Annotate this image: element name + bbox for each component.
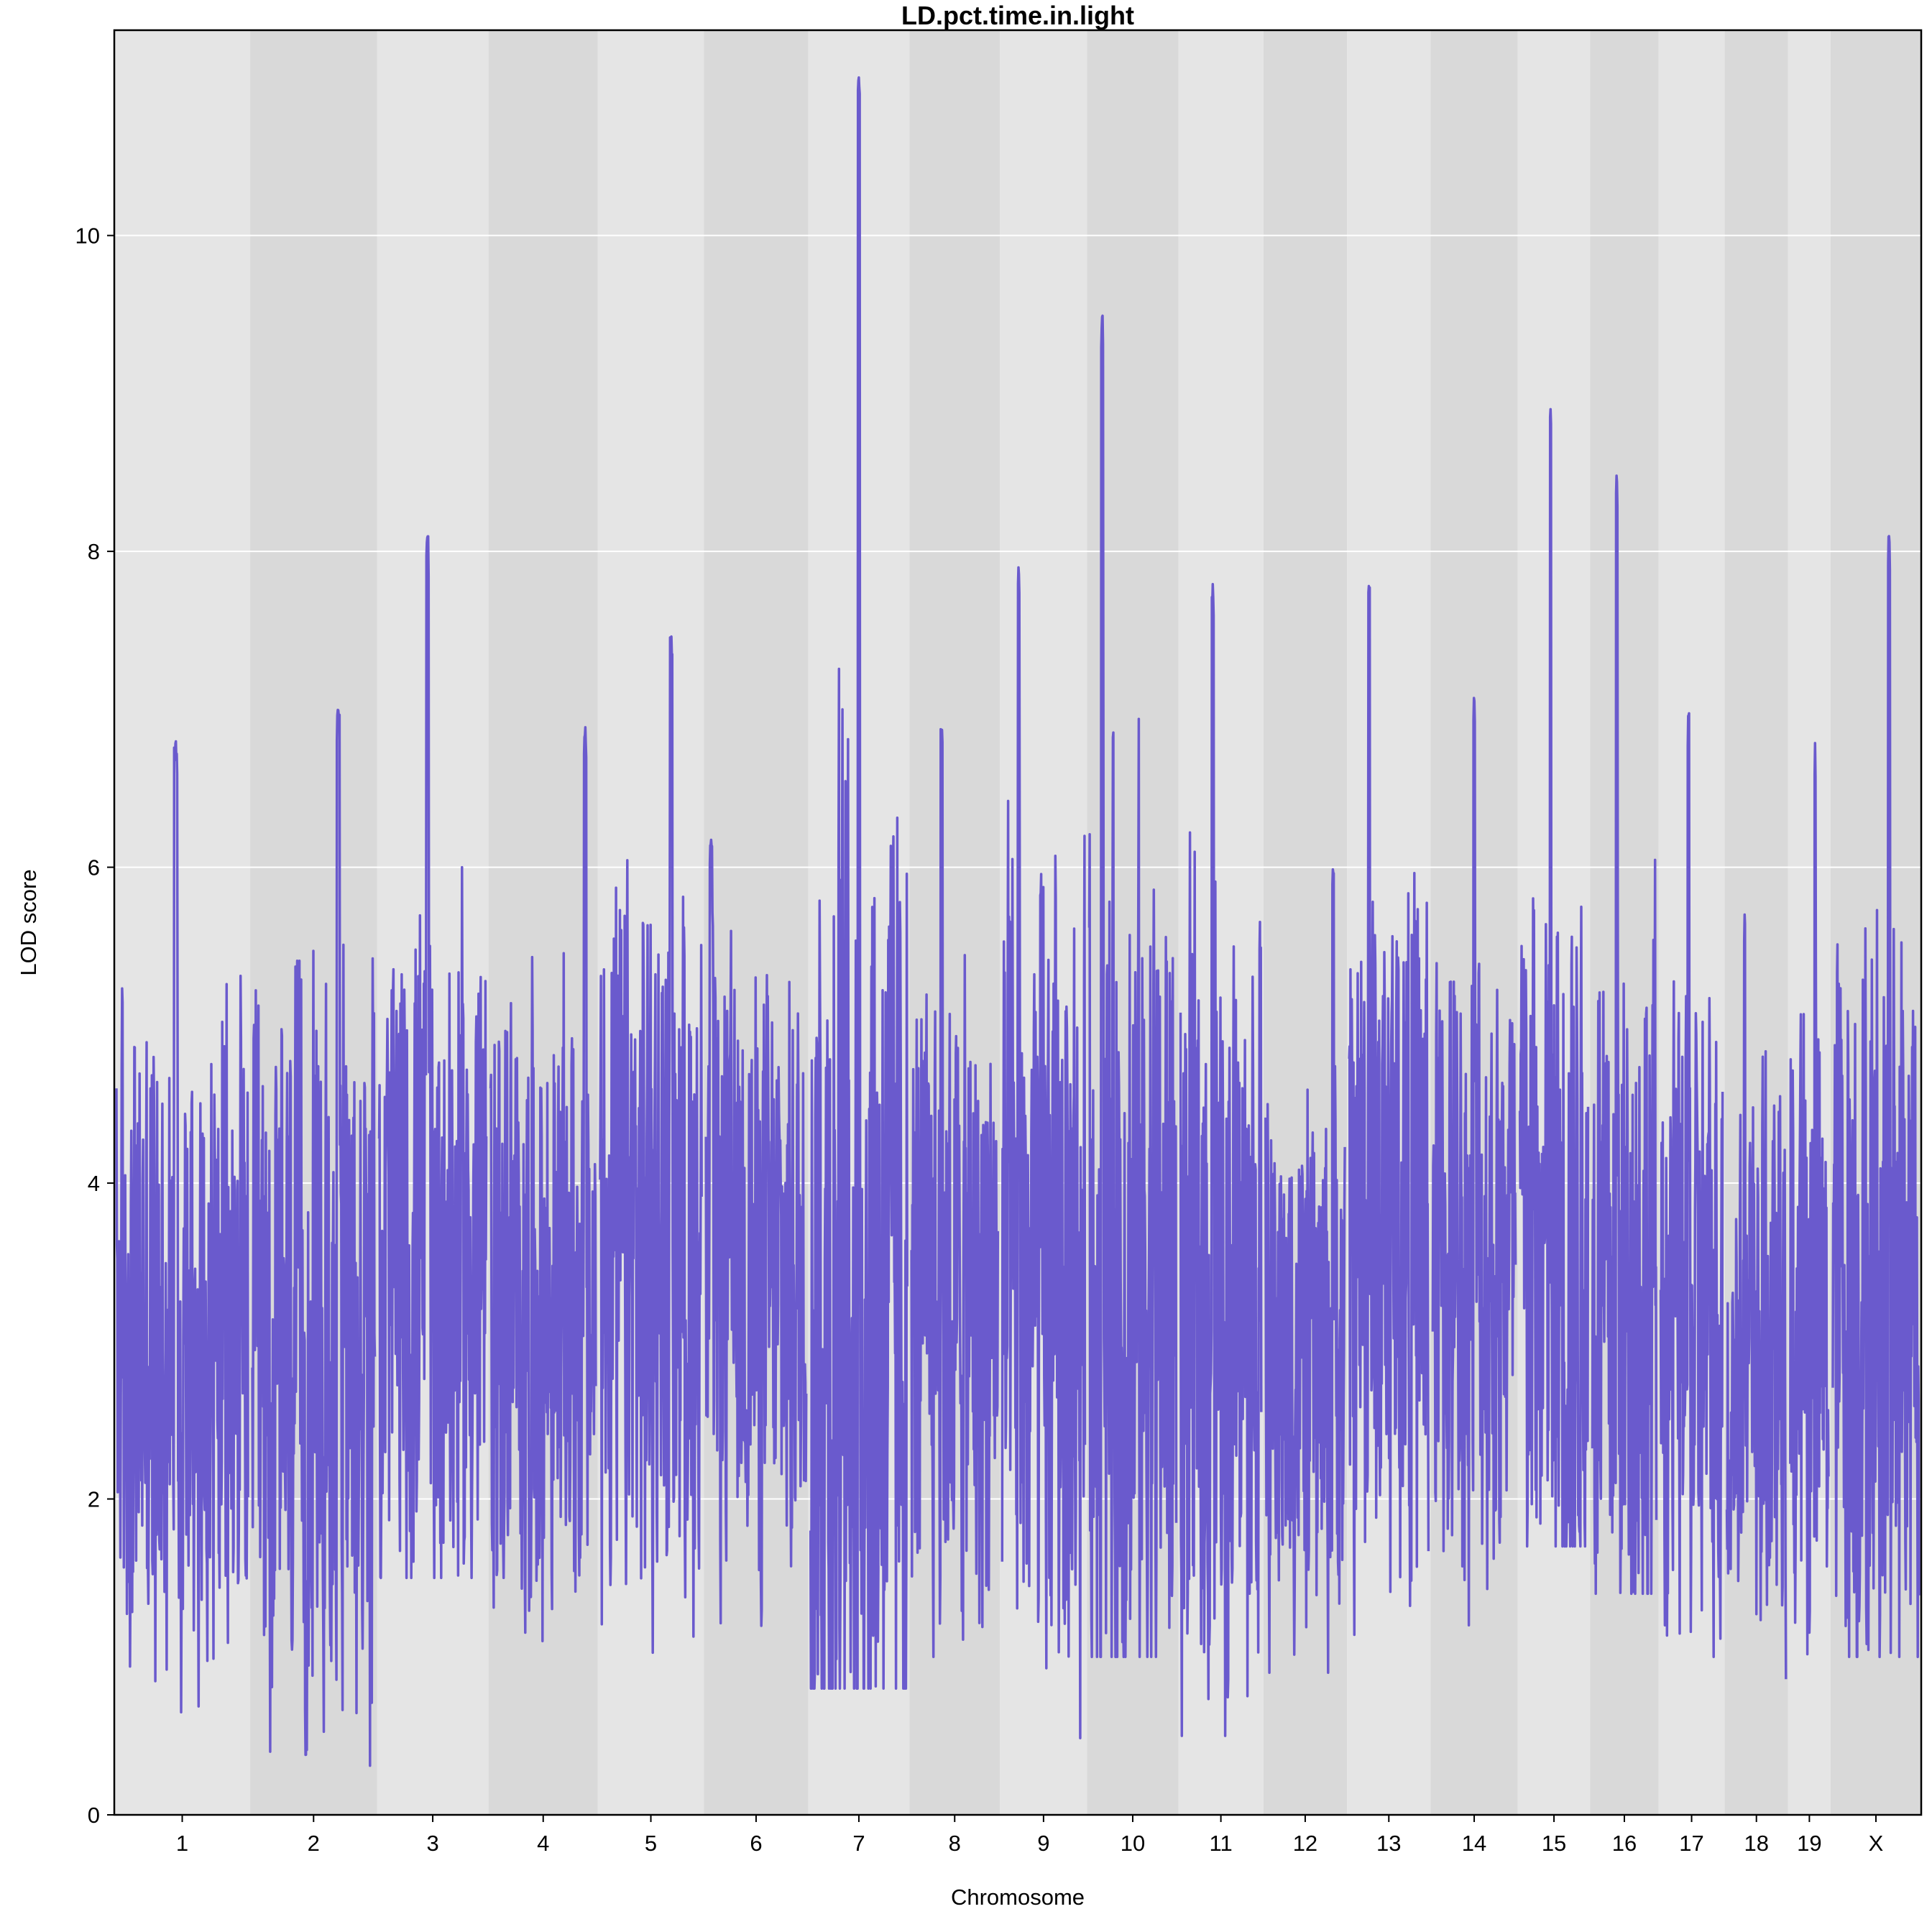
y-axis-label: LOD score <box>16 869 41 975</box>
y-tick-label: 0 <box>88 1803 100 1828</box>
lod-curve-chr-8 <box>910 727 1000 1659</box>
lod-curve-chr-18 <box>1725 913 1788 1680</box>
x-tick-label: 15 <box>1542 1831 1566 1856</box>
lod-curve-chr-10 <box>1087 314 1178 1659</box>
lod-curve-chr-4 <box>489 726 597 1643</box>
y-tick-label: 8 <box>88 539 100 564</box>
x-tick-label: 16 <box>1612 1831 1637 1856</box>
band-chr-15 <box>1517 30 1591 1815</box>
lod-curve-chr-15 <box>1518 408 1590 1548</box>
y-tick-label: 6 <box>88 855 100 880</box>
x-tick-label: 12 <box>1293 1831 1317 1856</box>
x-tick-label: 4 <box>537 1831 549 1856</box>
x-tick-label: 9 <box>1037 1831 1049 1856</box>
y-tick-label: 4 <box>88 1171 100 1196</box>
lod-curve-chr-9 <box>1000 566 1087 1740</box>
lod-curve-chr-5 <box>599 635 703 1655</box>
x-tick-label: 11 <box>1210 1831 1233 1856</box>
x-tick-label: 7 <box>852 1831 865 1856</box>
lod-curve-chr-17 <box>1659 712 1724 1659</box>
x-tick-label: 6 <box>750 1831 762 1856</box>
lod-curve-chr-13 <box>1348 584 1430 1637</box>
x-axis-ticks: 1 2 3 4 5 6 7 8 9 10 11 12 13 14 15 16 17 18 19 X <box>176 1815 1884 1856</box>
lod-curve-chr-1 <box>115 740 249 1714</box>
lod-curve-chr-19 <box>1789 742 1830 1656</box>
chart-title: LD.pct.time.in.light <box>901 1 1134 30</box>
y-axis-ticks: 0 2 4 6 8 10 <box>75 224 114 1828</box>
lod-curve-chr-14 <box>1431 696 1517 1627</box>
x-tick-label: 1 <box>176 1831 188 1856</box>
lod-curve-chr-11 <box>1179 583 1263 1737</box>
lod-curve-chr-X <box>1831 535 1920 1659</box>
x-tick-label: 19 <box>1797 1831 1821 1856</box>
y-tick-label: 2 <box>88 1487 100 1512</box>
y-tick-label: 10 <box>75 224 100 249</box>
lod-curve-chr-2 <box>251 708 377 1767</box>
lod-curve-chr-3 <box>377 535 488 1580</box>
plot-frame <box>113 29 1923 1816</box>
x-axis-label: Chromosome <box>951 1885 1085 1910</box>
x-tick-label: 2 <box>308 1831 320 1856</box>
x-tick-label: 17 <box>1679 1831 1703 1856</box>
x-tick-label: 14 <box>1462 1831 1486 1856</box>
x-tick-label: 18 <box>1744 1831 1768 1856</box>
lod-curve-chr-6 <box>704 838 808 1627</box>
x-tick-label: 10 <box>1121 1831 1145 1856</box>
lod-curve-chr-16 <box>1591 474 1658 1596</box>
band-chr-5 <box>597 30 704 1815</box>
x-tick-label: 8 <box>949 1831 961 1856</box>
x-tick-label: X <box>1869 1831 1884 1856</box>
lod-curve-chr-7 <box>809 76 908 1690</box>
lod-curves <box>115 76 1920 1767</box>
lod-curve-chr-12 <box>1264 868 1346 1674</box>
x-tick-label: 13 <box>1376 1831 1401 1856</box>
x-tick-label: 5 <box>645 1831 657 1856</box>
x-tick-label: 3 <box>426 1831 438 1856</box>
